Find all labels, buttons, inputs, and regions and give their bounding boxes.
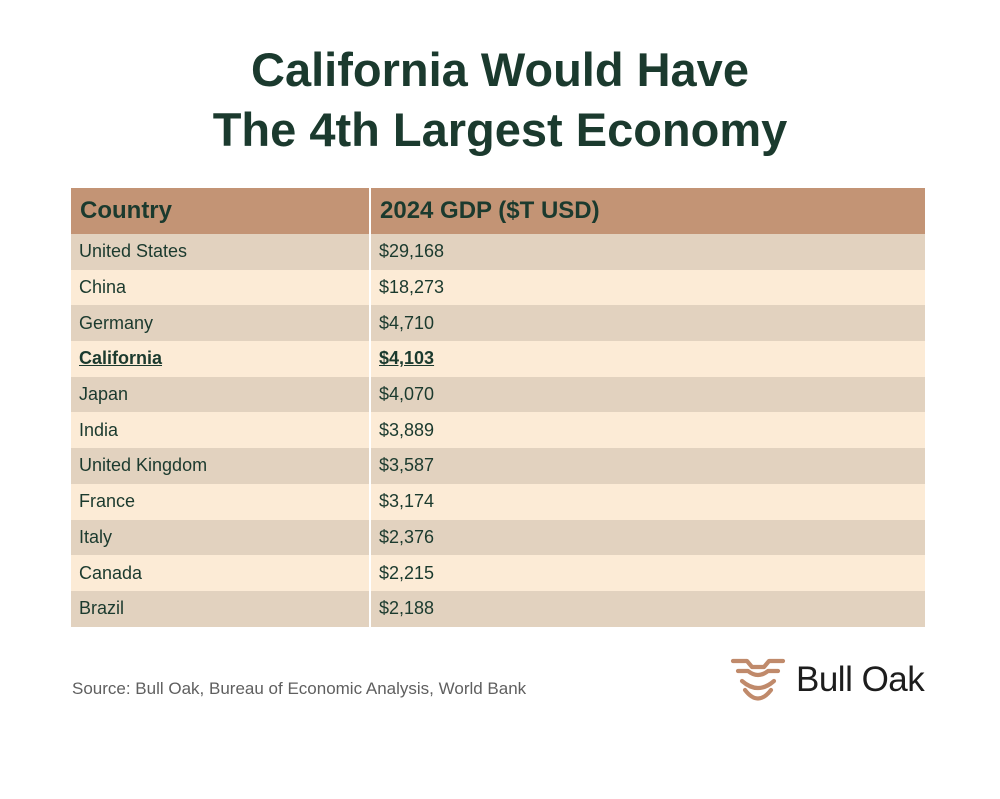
table-body: United States $29,168 China $18,273 Germany $… [71,234,925,627]
gdp-cell: $2,215 [370,555,925,591]
country-cell: Japan [71,376,371,413]
gdp-cell: $18,273 [370,269,925,306]
country-cell: China [71,269,371,306]
column-header-gdp: 2024 GDP ($T USD) [370,188,925,234]
table-row: Germany $4,710 [71,305,925,342]
gdp-cell: $2,188 [370,590,925,627]
country-cell: Germany [71,305,371,342]
brand-logo: Bull Oak [730,655,925,705]
gdp-cell: $29,168 [370,234,925,270]
table-row: Japan $4,070 [71,376,925,413]
table-row: Italy $2,376 [71,519,925,556]
table-row: United States $29,168 [71,234,925,270]
country-cell: India [71,412,371,449]
country-cell: United Kingdom [71,448,371,484]
gdp-cell: $4,070 [370,376,925,413]
country-cell: Brazil [71,590,371,627]
gdp-cell: $4,710 [370,305,925,342]
chart-title-line-1: California Would Have [251,43,749,96]
table-row: China $18,273 [71,269,925,306]
table-row: India $3,889 [71,412,925,449]
country-cell: France [71,483,371,520]
source-note: Source: Bull Oak, Bureau of Economic Ana… [72,679,527,698]
gdp-cell: $3,174 [370,483,925,520]
chart-title-line-2: The 4th Largest Economy [212,103,788,156]
table-row: Brazil $2,188 [71,590,925,627]
gdp-cell: $4,103 [370,341,925,377]
table-row: California $4,103 [71,341,925,377]
country-cell: Italy [71,519,371,556]
gdp-cell: $3,889 [370,412,925,449]
gdp-cell: $3,587 [370,448,925,484]
table-header-row: Country 2024 GDP ($T USD) [71,188,925,234]
table-row: Canada $2,215 [71,555,925,591]
chart-title: California Would Have The 4th Largest Ec… [0,40,1000,160]
logo-text: Bull Oak [796,660,925,699]
gdp-table: Country 2024 GDP ($T USD) United States $… [71,188,925,627]
bull-head-icon [730,658,786,701]
gdp-cell: $2,376 [370,519,925,556]
country-cell: California [71,341,371,377]
country-cell: United States [71,234,371,270]
table-row: United Kingdom $3,587 [71,448,925,484]
table-row: France $3,174 [71,483,925,520]
column-header-country: Country [71,188,371,234]
country-cell: Canada [71,555,371,591]
